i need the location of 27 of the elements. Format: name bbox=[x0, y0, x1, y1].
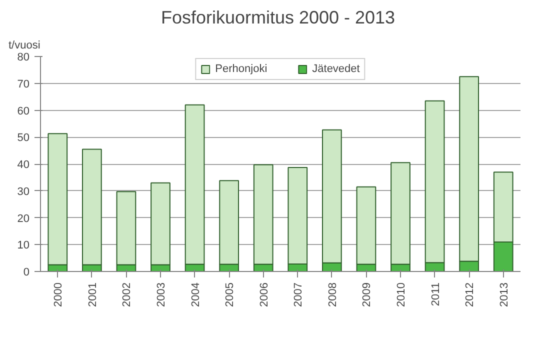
x-tick-label: 2003 bbox=[156, 282, 168, 307]
x-tick-label: 2005 bbox=[224, 282, 236, 307]
x-tick-label: 2000 bbox=[52, 282, 65, 307]
y-tick-label: 60 bbox=[17, 105, 30, 118]
y-axis-title: t/vuosi bbox=[8, 40, 40, 52]
x-tick-label: 2013 bbox=[498, 282, 510, 307]
y-tick-label: 40 bbox=[17, 159, 30, 171]
y-tick-label: 20 bbox=[17, 212, 30, 225]
x-tick-label: 2009 bbox=[361, 282, 374, 307]
chart-title: Fosforikuormitus 2000 - 2013 bbox=[160, 8, 396, 28]
y-tick-label: 10 bbox=[17, 240, 30, 252]
y-tick-label: 30 bbox=[17, 186, 30, 198]
x-tick-label: 2007 bbox=[292, 282, 305, 307]
x-tick-label: 2010 bbox=[396, 282, 408, 307]
y-tick-label: 80 bbox=[17, 52, 30, 64]
x-tick-label: 2006 bbox=[258, 282, 270, 307]
x-tick-label: 2004 bbox=[190, 282, 202, 307]
y-tick-label: 70 bbox=[17, 78, 30, 90]
x-tick-label: 2011 bbox=[430, 282, 442, 306]
legend-label: Jätevedet bbox=[312, 63, 360, 75]
x-tick-label: 2001 bbox=[86, 282, 99, 307]
y-tick-label: 0 bbox=[23, 266, 30, 278]
y-tick-label: 50 bbox=[17, 132, 30, 144]
x-tick-label: 2012 bbox=[464, 282, 476, 307]
x-tick-label: 2002 bbox=[121, 282, 134, 307]
x-tick-label: 2008 bbox=[326, 282, 339, 307]
legend-label: Perhonjoki bbox=[215, 63, 268, 75]
